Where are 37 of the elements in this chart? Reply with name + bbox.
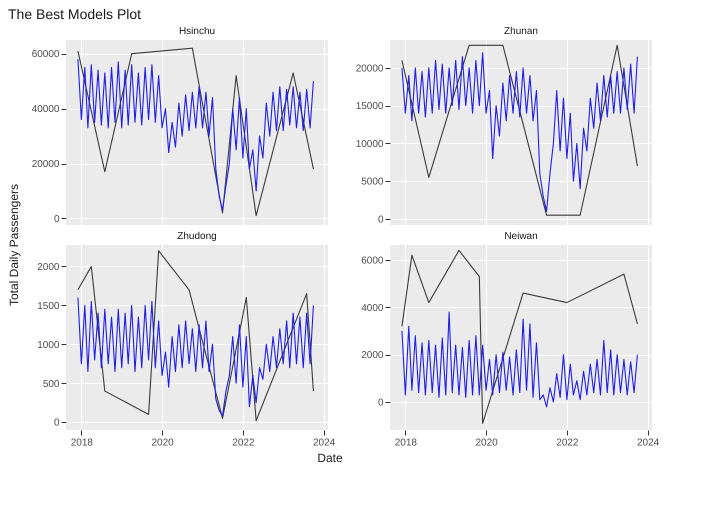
y-tick-label: 1500 (37, 300, 60, 312)
chart-subtitle: Hsinchu (178, 26, 216, 37)
y-tick-label: 0 (54, 418, 60, 429)
y-tick-label: 500 (42, 378, 60, 390)
chart-subtitle: Zhunan (504, 26, 538, 37)
y-tick-label: 0 (54, 214, 60, 225)
y-tick-label: 40000 (32, 104, 60, 116)
x-axis-title: Date (317, 451, 343, 465)
y-tick-label: 6000 (361, 255, 384, 266)
chart-subtitle: Zhudong (177, 231, 217, 242)
x-tick-label: 2024 (312, 438, 336, 448)
y-tick-label: 0 (378, 398, 384, 409)
x-tick-label: 2022 (232, 438, 255, 448)
x-tick-label: 2022 (556, 438, 579, 448)
y-tick-label: 1000 (37, 340, 60, 351)
x-tick-label: 2020 (475, 438, 498, 448)
y-tick-label: 5000 (361, 176, 384, 188)
y-tick-label: 60000 (32, 49, 60, 60)
chart-subtitle: Neiwan (504, 231, 538, 242)
y-tick-label: 20000 (32, 159, 60, 170)
x-tick-label: 2018 (70, 438, 94, 448)
y-tick-label: 2000 (37, 262, 60, 273)
line-series (77, 250, 314, 422)
y-axis-title: Total Daily Passengers (7, 184, 21, 306)
line-series (401, 250, 638, 424)
y-tick-label: 10000 (356, 138, 384, 150)
y-tick-label: 4000 (361, 302, 384, 314)
x-tick-label: 2018 (394, 438, 418, 448)
x-tick-label: 2020 (151, 438, 174, 448)
x-tick-label: 2024 (636, 438, 660, 448)
y-tick-label: 15000 (356, 101, 384, 112)
y-tick-label: 0 (378, 214, 384, 226)
line-series (77, 297, 314, 417)
line-series (401, 311, 638, 408)
chart-title: The Best Models Plot (8, 6, 142, 22)
y-tick-label: 20000 (356, 63, 384, 74)
y-tick-label: 2000 (361, 350, 384, 362)
